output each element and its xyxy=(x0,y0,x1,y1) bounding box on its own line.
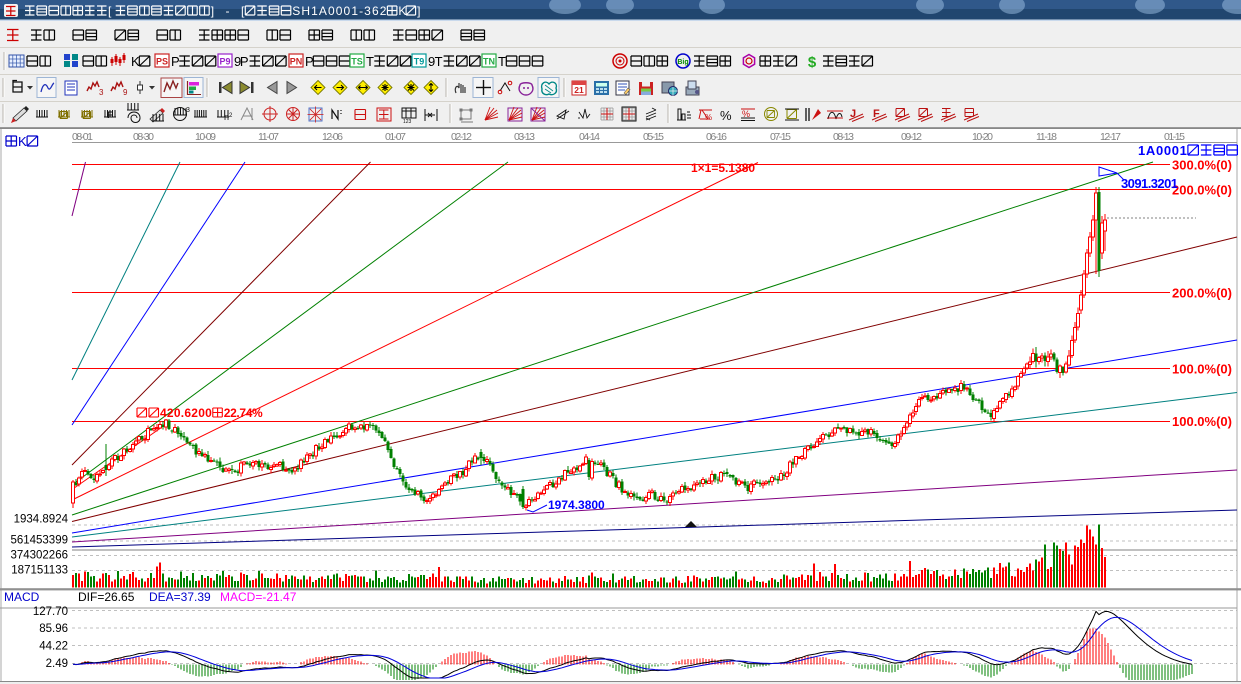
svg-text:10-20: 10-20 xyxy=(972,131,993,143)
svg-text:123: 123 xyxy=(403,119,412,125)
svg-text:1934.8924: 1934.8924 xyxy=(14,514,69,526)
svg-text:22.74%: 22.74% xyxy=(224,406,263,420)
svg-text:SH1A0001-362: SH1A0001-362 xyxy=(292,4,386,18)
svg-text:08-01: 08-01 xyxy=(72,131,93,143)
svg-text:187151133: 187151133 xyxy=(11,565,68,577)
svg-text:2.49: 2.49 xyxy=(46,658,68,670)
svg-text:K: K xyxy=(18,134,27,149)
svg-text:PN: PN xyxy=(290,57,303,67)
svg-text:MACD: MACD xyxy=(4,590,40,604)
svg-text:05-15: 05-15 xyxy=(643,131,664,143)
svg-text:]: ] xyxy=(417,4,420,18)
svg-text:F: F xyxy=(873,108,880,120)
svg-text:08-30: 08-30 xyxy=(133,131,154,143)
svg-text:P9: P9 xyxy=(219,57,230,67)
svg-text:10-09: 10-09 xyxy=(195,131,216,143)
svg-text:200.0%(0): 200.0%(0) xyxy=(1172,183,1232,198)
svg-text:%: % xyxy=(742,109,750,119)
svg-text:%: % xyxy=(720,108,732,123)
svg-text:J: J xyxy=(850,108,856,120)
svg-text:12-17: 12-17 xyxy=(1100,131,1121,143)
svg-text:[: [ xyxy=(108,4,112,18)
svg-text:T9: T9 xyxy=(414,57,425,67)
svg-text:T: T xyxy=(498,54,506,69)
svg-text:3: 3 xyxy=(99,88,104,97)
svg-text:3: 3 xyxy=(186,107,190,114)
svg-text:P: P xyxy=(305,54,314,69)
svg-text:n2: n2 xyxy=(224,112,233,122)
svg-text:100.0%(0): 100.0%(0) xyxy=(1172,414,1232,429)
svg-text:02-12: 02-12 xyxy=(451,131,472,143)
svg-text:DIF=26.65: DIF=26.65 xyxy=(78,590,135,604)
svg-text:08-13: 08-13 xyxy=(833,131,854,143)
svg-text:9P: 9P xyxy=(234,54,249,69)
svg-text:01-07: 01-07 xyxy=(385,131,406,143)
svg-text:P: P xyxy=(171,54,180,69)
svg-text:100.0%(0): 100.0%(0) xyxy=(1172,362,1232,377)
svg-text:561453399: 561453399 xyxy=(10,535,68,547)
svg-text:K: K xyxy=(131,54,140,69)
svg-text:PS: PS xyxy=(156,57,168,67)
svg-text:44.22: 44.22 xyxy=(39,641,68,653)
svg-text:$: $ xyxy=(808,54,817,71)
svg-text:12-06: 12-06 xyxy=(322,131,343,143)
svg-text:07-15: 07-15 xyxy=(770,131,791,143)
svg-text:21: 21 xyxy=(574,85,584,95)
svg-text:TN: TN xyxy=(483,57,495,67)
svg-text:1A0001: 1A0001 xyxy=(1138,143,1187,158)
svg-text:09-12: 09-12 xyxy=(901,131,922,143)
svg-text:F: F xyxy=(107,110,113,120)
svg-text:127.70: 127.70 xyxy=(33,606,68,618)
svg-text:MACD=-21.47: MACD=-21.47 xyxy=(220,590,297,604)
svg-text:03-13: 03-13 xyxy=(514,131,535,143)
svg-text:DEA=37.39: DEA=37.39 xyxy=(149,590,211,604)
svg-text:TS: TS xyxy=(351,57,363,67)
svg-text:11-07: 11-07 xyxy=(258,131,279,143)
svg-text:200.0%(0): 200.0%(0) xyxy=(1172,286,1232,301)
svg-text:420.6200: 420.6200 xyxy=(160,406,212,420)
svg-text:T: T xyxy=(366,54,374,69)
svg-text:1974.3800: 1974.3800 xyxy=(548,498,605,512)
svg-text:01-15: 01-15 xyxy=(1164,131,1185,143)
svg-text:1×1=5.1380: 1×1=5.1380 xyxy=(691,161,755,175)
svg-text:9T: 9T xyxy=(428,54,443,69)
svg-text:K: K xyxy=(398,4,406,18)
svg-text:%: % xyxy=(705,113,712,122)
svg-text:06-16: 06-16 xyxy=(706,131,727,143)
svg-text:3091.3201: 3091.3201 xyxy=(1121,176,1178,191)
svg-text:04-14: 04-14 xyxy=(579,131,600,143)
svg-text:11-18: 11-18 xyxy=(1036,131,1057,143)
svg-text:374302266: 374302266 xyxy=(10,550,68,562)
svg-text:85.96: 85.96 xyxy=(39,623,68,635)
svg-text:300.0%(0): 300.0%(0) xyxy=(1172,158,1232,173)
svg-text:9: 9 xyxy=(123,88,128,97)
svg-text:] - [: ] - [ xyxy=(211,4,245,18)
svg-text:Big: Big xyxy=(677,59,688,66)
